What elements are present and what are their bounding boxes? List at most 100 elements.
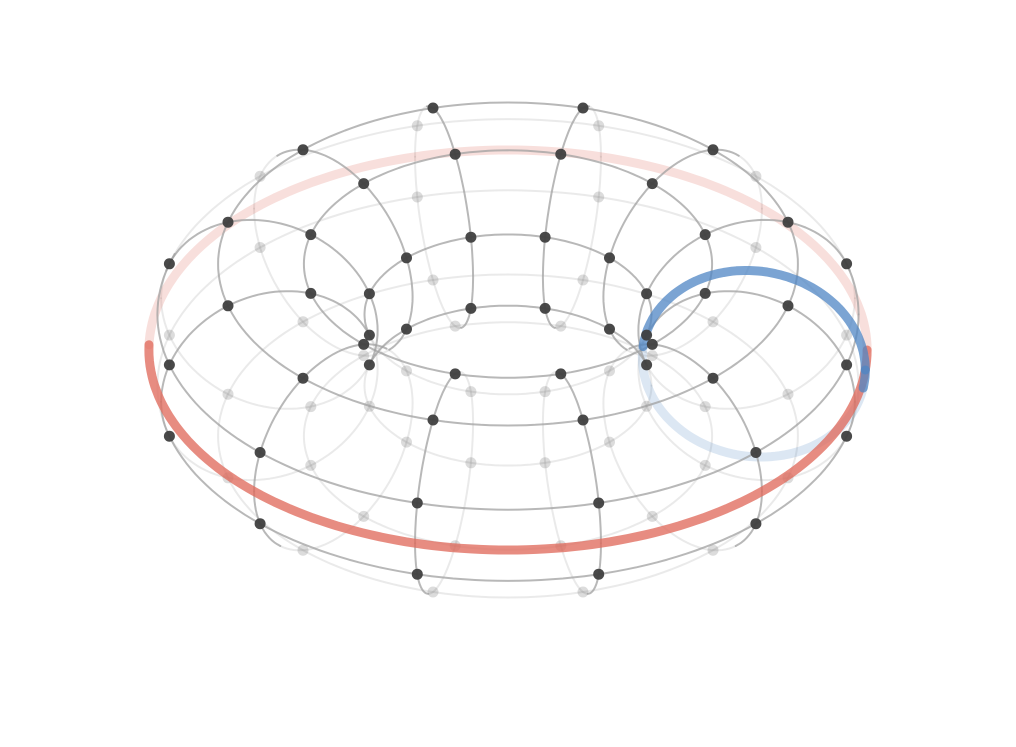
major-circle-6-back-0 xyxy=(217,273,799,599)
vertex-dot xyxy=(411,120,423,132)
vertex-dot xyxy=(555,320,567,332)
major-circle-7-front-1 xyxy=(167,433,846,582)
vertex-dot xyxy=(305,459,317,471)
minor-circle-10-back-1 xyxy=(602,347,737,552)
vertex-dot xyxy=(646,338,658,350)
vertex-dot xyxy=(707,316,719,328)
minor-circle-9-back-1 xyxy=(541,371,589,595)
vertex-dot xyxy=(411,497,423,509)
minor-circle-3-back-2 xyxy=(414,155,463,329)
vertex-dot xyxy=(163,359,175,371)
minor-circle-6-back-1 xyxy=(169,336,379,482)
vertex-dot xyxy=(222,300,234,312)
vertex-dot xyxy=(401,365,412,377)
vertex-dot xyxy=(222,216,234,228)
vertex-dot xyxy=(305,401,317,413)
vertex-dot xyxy=(555,368,567,380)
vertex-dot xyxy=(604,365,615,377)
vertex-dot xyxy=(593,191,605,203)
vertex-dot xyxy=(411,568,423,580)
vertex-dot xyxy=(707,372,719,384)
vertex-dot xyxy=(254,242,266,253)
minor-circle-11-front-0 xyxy=(644,290,856,403)
vertex-dot xyxy=(449,368,461,380)
minor-circle-1-back-2 xyxy=(625,207,763,357)
vertex-dot xyxy=(750,518,762,530)
vertex-dot xyxy=(163,430,175,442)
minor-circle-6-front-0 xyxy=(160,290,372,403)
vertex-dot xyxy=(465,457,477,469)
vertex-dot xyxy=(222,388,234,400)
minor-circle-2-back-0 xyxy=(588,105,602,158)
major-circle-0-back-1 xyxy=(173,118,846,261)
vertex-dot xyxy=(782,388,794,400)
minor-circle-1-back-0 xyxy=(737,154,763,210)
vertex-dot xyxy=(401,436,412,448)
vertex-dot xyxy=(593,497,605,509)
vertex-dot xyxy=(363,329,375,341)
minor-circle-5-back-2 xyxy=(160,297,372,410)
vertex-dot xyxy=(555,148,567,160)
vertex-dot xyxy=(577,414,589,426)
minor-circle-5-front-1 xyxy=(165,218,379,364)
highlight-minor-loop-front-0 xyxy=(638,266,870,375)
vertex-dot xyxy=(646,350,658,362)
vertex-dot xyxy=(305,229,317,241)
vertex-dot xyxy=(646,510,658,522)
vertex-dot xyxy=(363,359,375,371)
minor-circle-3-front-1 xyxy=(426,105,475,329)
vertex-dot xyxy=(782,300,794,312)
major-circle-2-front-0 xyxy=(302,149,714,379)
vertex-dot xyxy=(358,510,370,522)
vertex-dot xyxy=(465,231,477,243)
vertex-dot xyxy=(163,329,175,341)
vertex-dot xyxy=(401,323,412,335)
minor-circle-7-back-1 xyxy=(279,347,414,552)
minor-circle-4-front-1 xyxy=(276,148,414,351)
vertex-dot xyxy=(358,350,370,362)
major-circle-3-back-1 xyxy=(369,335,646,396)
minor-circle-2-back-2 xyxy=(553,155,602,329)
minor-circle-4-back-0 xyxy=(253,154,279,210)
vertex-dot xyxy=(577,274,589,286)
major-circle-4-front-1 xyxy=(369,304,648,367)
vertex-dot xyxy=(449,320,461,332)
vertex-dot xyxy=(841,329,853,341)
vertex-dot xyxy=(254,518,266,530)
minor-circle-9-front-2 xyxy=(586,542,602,595)
vertex-dot xyxy=(699,401,711,413)
vertex-dot xyxy=(841,258,853,270)
vertex-dot xyxy=(305,287,317,299)
major-circle-0-front-2 xyxy=(156,253,860,511)
minor-circle-1-front-1 xyxy=(602,148,740,351)
vertex-dot xyxy=(539,302,551,314)
minor-circle-4-back-2 xyxy=(253,207,391,357)
vertex-dot xyxy=(604,436,615,448)
vertex-dot xyxy=(297,544,309,556)
visible-front-layer xyxy=(144,101,872,595)
vertex-dot xyxy=(646,178,658,190)
vertex-dot xyxy=(163,258,175,270)
vertex-dot xyxy=(427,102,439,114)
minor-circle-8-back-1 xyxy=(427,371,475,595)
vertex-dot xyxy=(411,191,423,203)
vertex-dot xyxy=(358,338,370,350)
vertex-dot xyxy=(297,144,309,156)
vertex-dot xyxy=(641,288,653,300)
vertex-dot xyxy=(604,252,615,264)
vertex-dot xyxy=(699,287,711,299)
major-circle-5-back-0 xyxy=(302,321,714,551)
vertex-dot xyxy=(539,386,551,398)
major-circle-1-front-0 xyxy=(217,101,799,427)
minor-circle-2-front-1 xyxy=(541,105,590,329)
vertex-dot xyxy=(699,229,711,241)
vertex-dot xyxy=(427,414,439,426)
highlight-minor-loop-front-2 xyxy=(858,365,870,393)
minor-circle-11-back-1 xyxy=(637,336,847,482)
major-circle-7-back-0 xyxy=(156,189,860,436)
minor-circle-8-front-0 xyxy=(414,371,461,545)
vertex-dot xyxy=(750,447,762,458)
minor-circle-9-front-0 xyxy=(555,371,602,545)
vertex-dot xyxy=(363,288,375,300)
